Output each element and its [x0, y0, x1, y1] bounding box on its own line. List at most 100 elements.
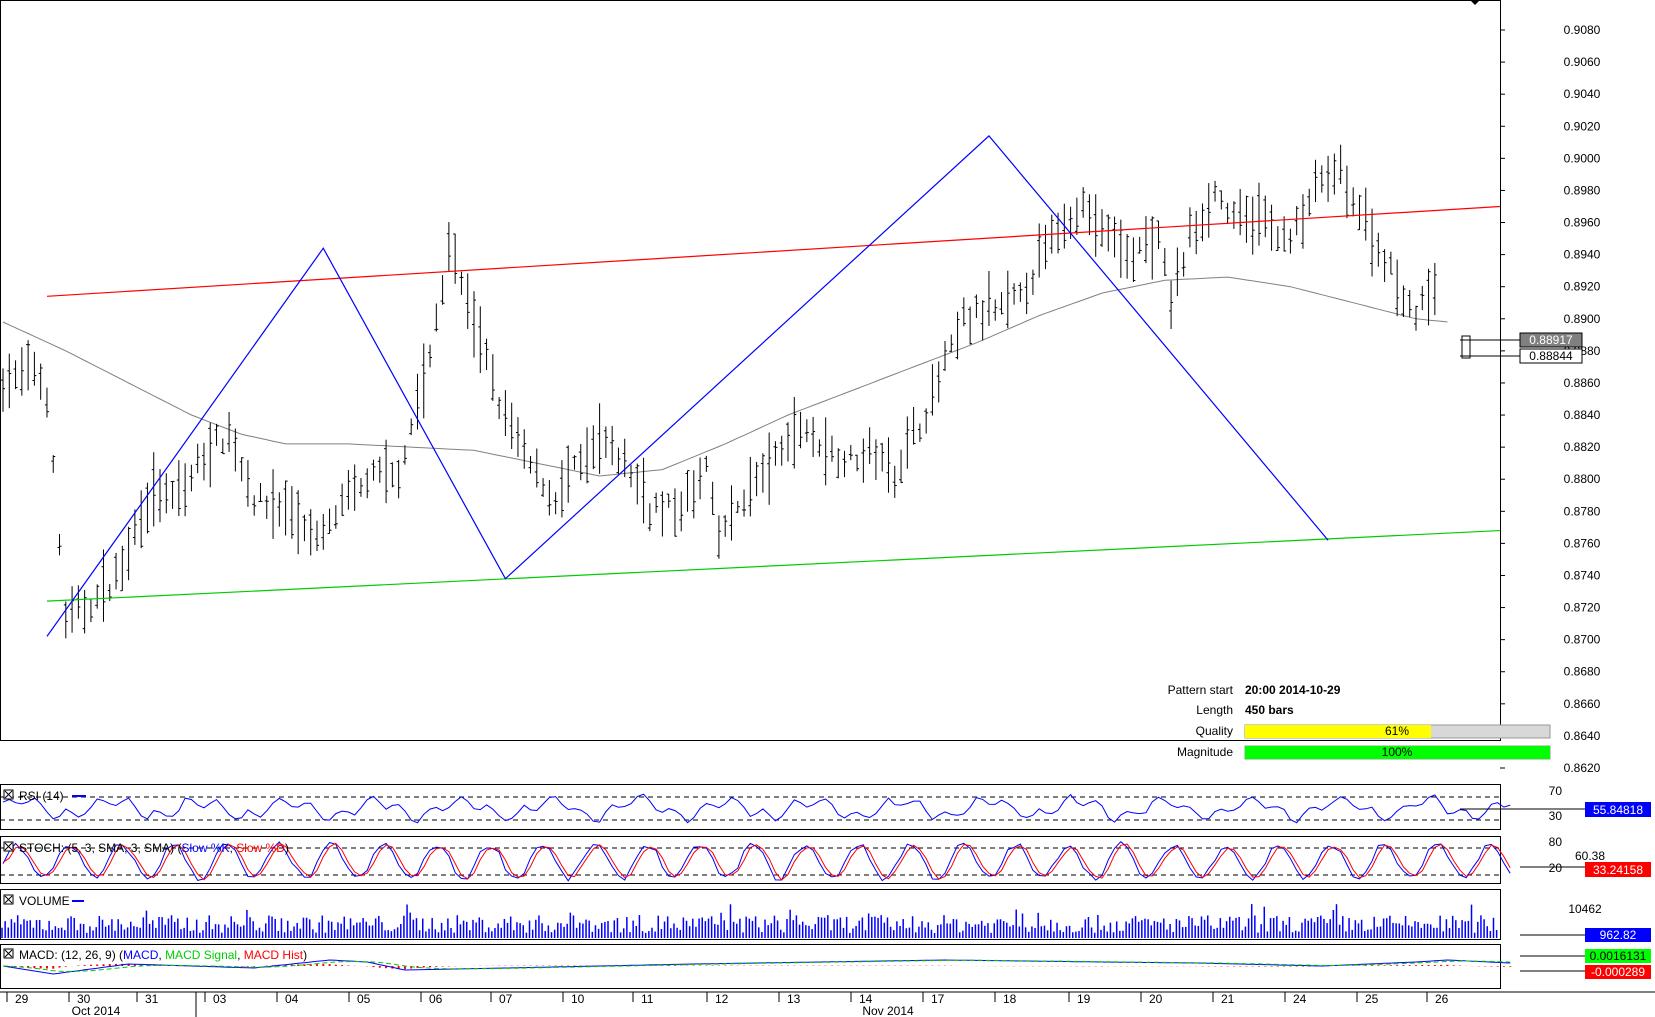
price-bar — [1225, 202, 1230, 225]
price-bar — [446, 222, 451, 272]
price-tick-label: 0.9020 — [1564, 119, 1601, 133]
price-bar — [315, 520, 319, 552]
price-bar — [968, 306, 973, 345]
stoch-panel-frame — [0, 836, 1501, 884]
price-bar — [51, 455, 56, 473]
close-icon — [4, 895, 13, 904]
price-bar — [271, 469, 276, 539]
price-tick-label: 0.8620 — [1564, 761, 1601, 775]
price-tick-label: 0.9060 — [1564, 55, 1601, 69]
price-bar — [522, 429, 527, 469]
price-bar — [1414, 305, 1418, 331]
price-bar — [622, 438, 627, 478]
price-bar — [974, 294, 979, 319]
price-bar — [1370, 208, 1375, 277]
rsi-title: RSI (14) — [19, 789, 64, 803]
price-bar — [472, 291, 476, 358]
info-label-length: Length — [1196, 703, 1233, 717]
main-panel-frame — [0, 0, 1501, 741]
price-bar — [434, 303, 439, 332]
price-bar — [1313, 159, 1318, 203]
price-tick-label: 0.8760 — [1564, 536, 1601, 550]
price-bar — [515, 417, 520, 457]
resistance-line — [46, 205, 1501, 297]
price-bar — [986, 271, 991, 326]
price-bar — [1282, 216, 1287, 252]
price-bar — [428, 344, 433, 368]
month-label: Nov 2014 — [862, 1004, 914, 1017]
price-bar — [465, 273, 470, 329]
price-bar — [1257, 182, 1261, 246]
pattern-lines — [46, 135, 1501, 637]
price-bar — [170, 480, 175, 509]
price-bar — [754, 461, 759, 497]
price-bar — [440, 275, 445, 305]
price-bar — [949, 334, 954, 352]
price-bar — [38, 363, 43, 400]
price-bar — [578, 444, 583, 481]
price-bar — [660, 491, 665, 537]
price-bar — [1231, 201, 1236, 229]
stoch-level-80-label: 80 — [1549, 835, 1563, 849]
macd-series-macd: MACD — [123, 948, 159, 962]
price-bar — [1125, 234, 1130, 279]
current-price-tag: 0.88844 — [1529, 349, 1573, 363]
price-tick-label: 0.8740 — [1564, 568, 1601, 582]
price-bar — [1357, 194, 1362, 231]
price-bar — [760, 453, 765, 493]
price-tick-label: 0.8680 — [1564, 665, 1601, 679]
price-bar — [151, 452, 156, 527]
price-tick-label: 0.8820 — [1564, 440, 1601, 454]
macd-panel-frame — [0, 944, 1501, 989]
price-bar — [1326, 155, 1331, 202]
price-bar — [114, 552, 119, 590]
price-bar — [534, 448, 539, 488]
price-bar — [553, 492, 558, 515]
price-bar — [509, 402, 514, 450]
macd-title-text: MACD: (12, 26, 9) — [19, 948, 116, 962]
price-bar — [1187, 207, 1192, 248]
price-bar — [421, 343, 426, 419]
price-bar — [999, 292, 1004, 315]
price-bar — [1200, 203, 1205, 242]
price-bar — [911, 406, 916, 445]
price-tick-label: 0.9000 — [1564, 151, 1601, 165]
price-bar — [635, 463, 640, 505]
scroll-down-icon[interactable] — [1470, 0, 1480, 5]
price-bar — [352, 464, 357, 511]
price-bar — [855, 454, 860, 472]
price-bar — [541, 478, 546, 497]
price-bar — [629, 464, 633, 488]
price-bar — [1037, 223, 1042, 278]
price-bar — [710, 481, 715, 515]
price-bar — [1181, 252, 1186, 277]
month-label: Oct 2014 — [72, 1004, 121, 1017]
price-bar — [1376, 232, 1381, 267]
price-bar — [980, 300, 985, 341]
close-icon — [4, 949, 13, 958]
price-bar — [723, 515, 728, 537]
price-bar — [32, 351, 37, 386]
price-bar — [1332, 153, 1337, 195]
close-icon — [4, 790, 13, 799]
info-value-pattern-start: 20:00 2014-10-29 — [1245, 683, 1341, 697]
stoch-level-20-label: 20 — [1549, 861, 1563, 875]
price-tag-bracket — [1461, 335, 1471, 359]
price-bar — [804, 419, 809, 443]
price-tick-label: 0.8700 — [1564, 633, 1601, 647]
price-bar — [396, 459, 401, 499]
quality-bar-value: 61% — [1385, 724, 1409, 738]
price-bar — [1043, 224, 1048, 270]
zigzag-line — [46, 135, 1329, 637]
price-bar — [1156, 220, 1161, 250]
price-bar — [19, 347, 24, 396]
price-bar — [1012, 283, 1017, 305]
price-bar — [1351, 187, 1356, 217]
info-label-magnitude: Magnitude — [1177, 745, 1233, 759]
time-tick-label: 07 — [499, 992, 513, 1006]
price-bar — [836, 448, 841, 479]
price-bars — [1, 144, 1437, 639]
pattern-info-box: Pattern start 20:00 2014-10-29 Length 45… — [1168, 683, 1551, 760]
time-tick-label: 18 — [1003, 992, 1017, 1006]
time-tick-label: 05 — [357, 992, 371, 1006]
